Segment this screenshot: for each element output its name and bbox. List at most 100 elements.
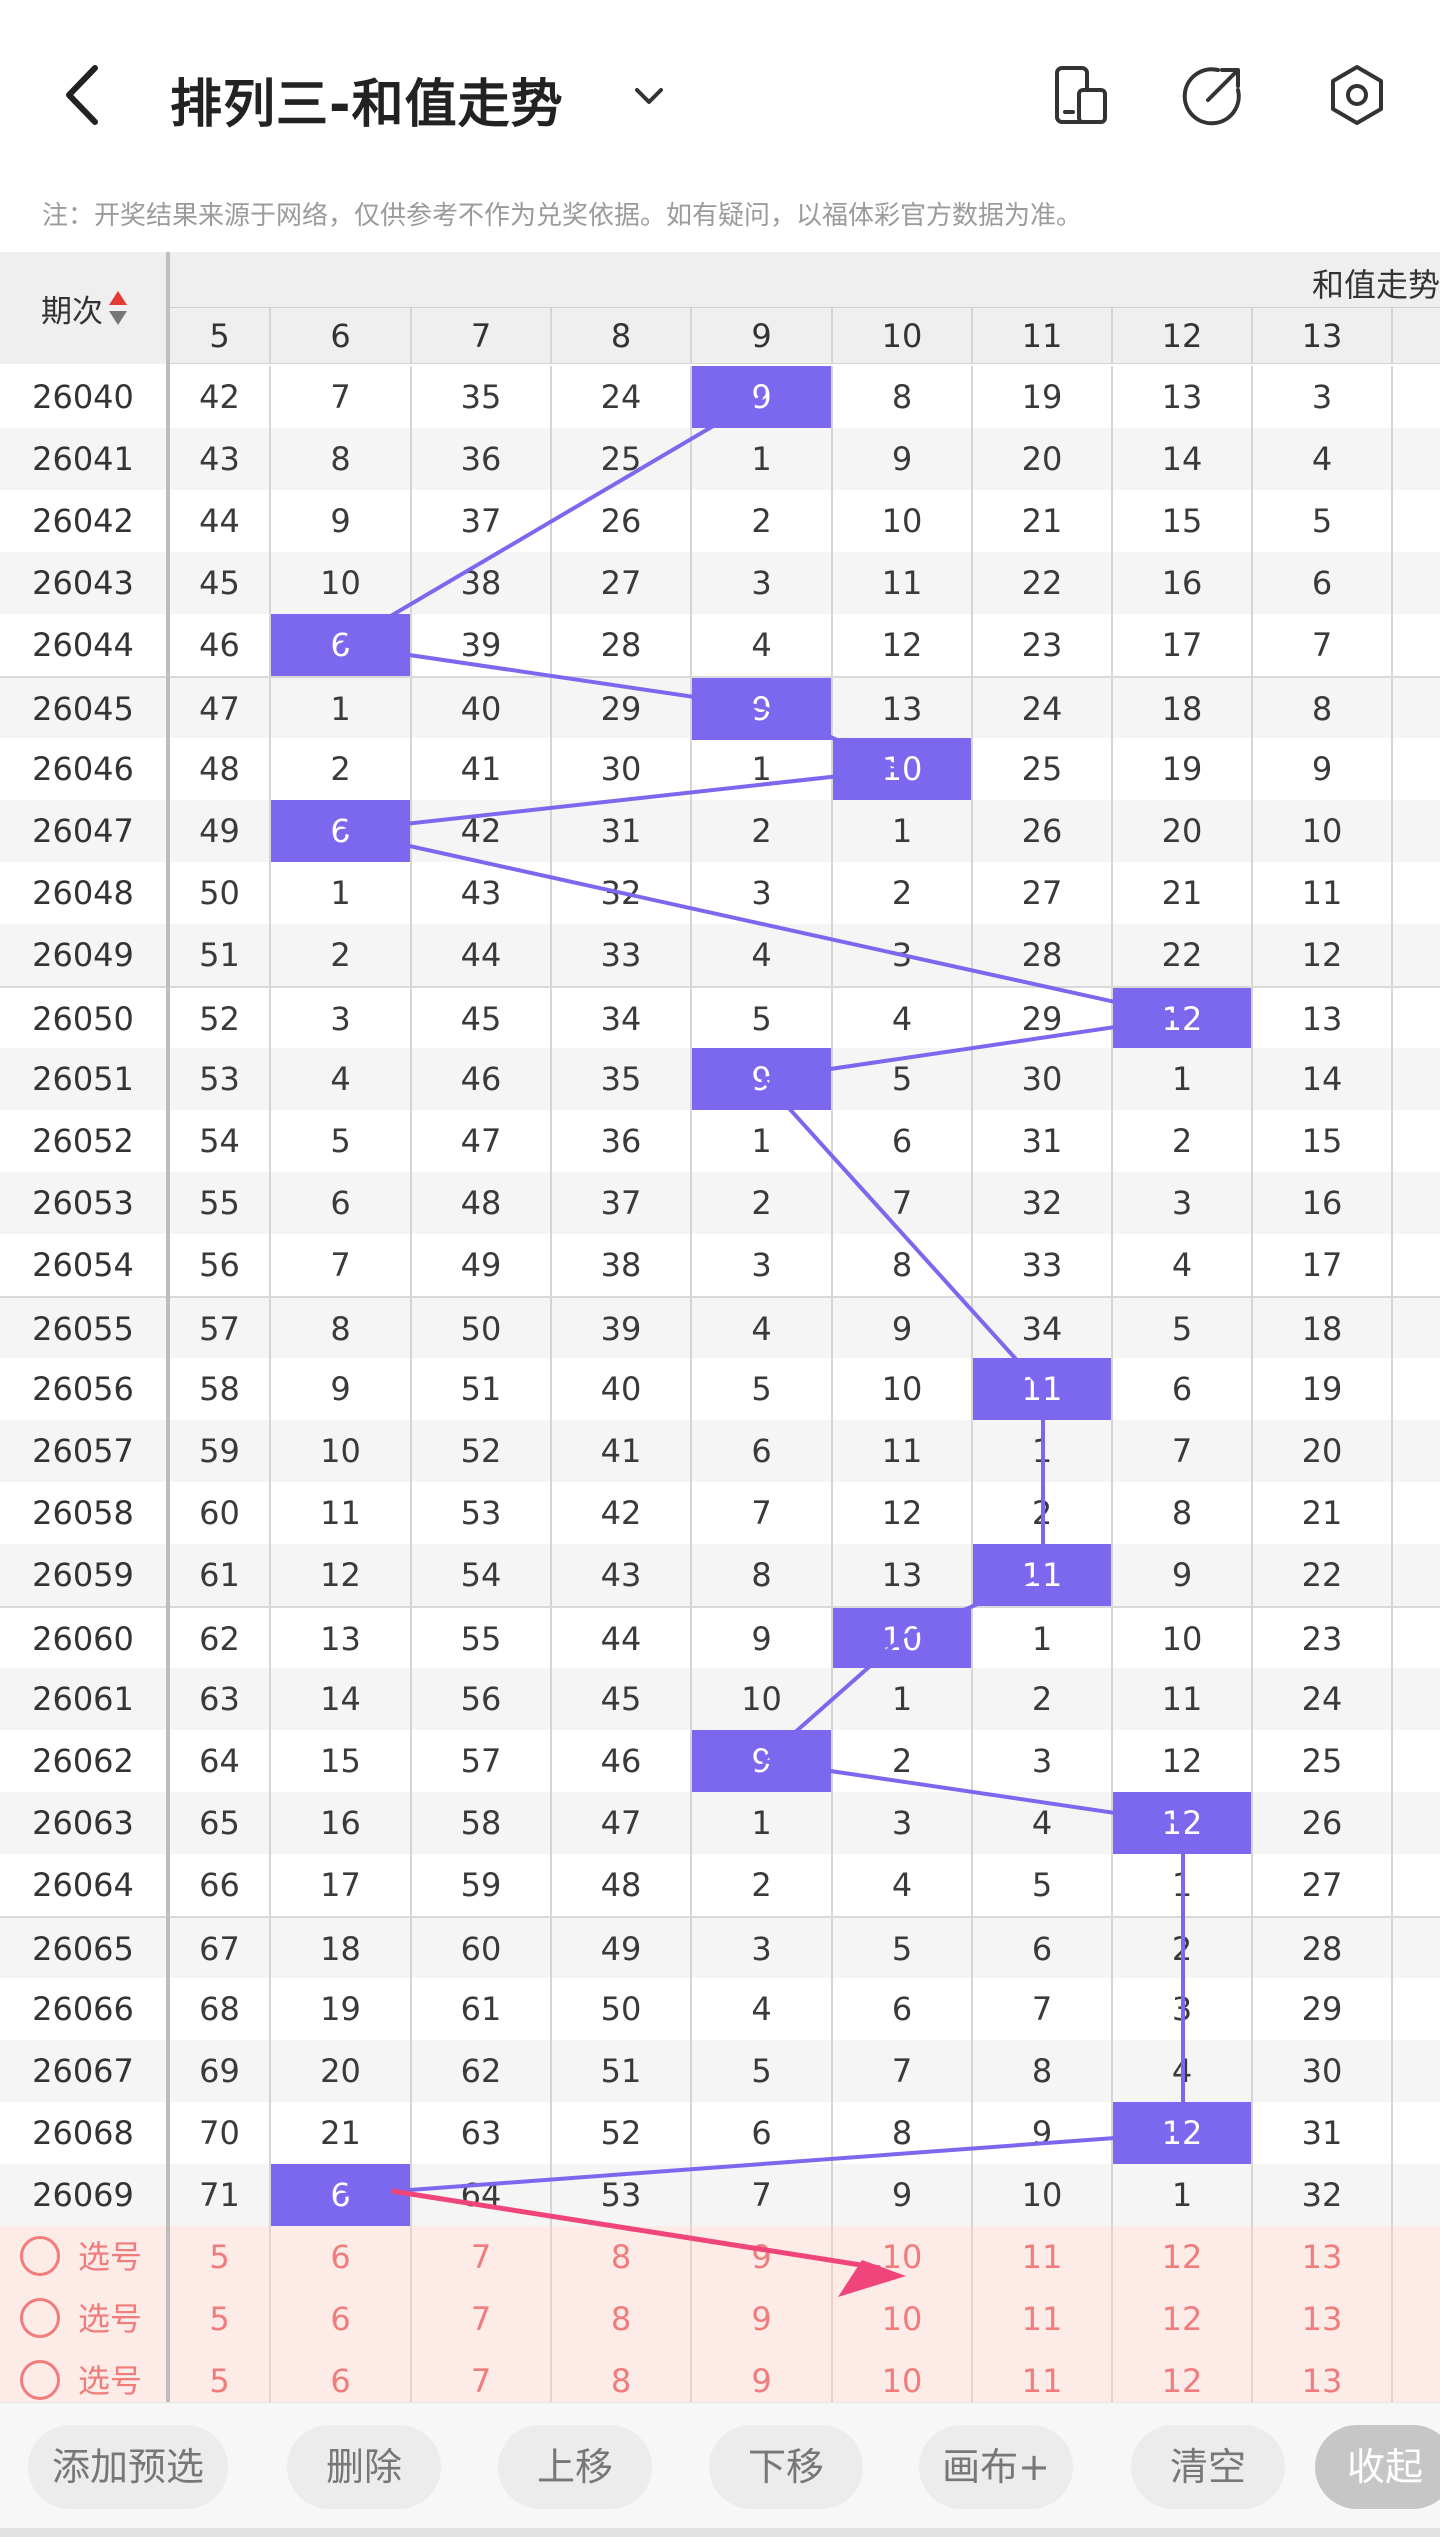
issue-number: 26045 bbox=[32, 690, 134, 728]
selection-cell[interactable]: 5 bbox=[170, 2226, 271, 2288]
dropdown-chevron-icon[interactable] bbox=[625, 72, 673, 120]
table-row[interactable]: 26059 61 12 54 43 8 13 11 9 22 bbox=[0, 1544, 1440, 1606]
table-row[interactable]: 26040 42 7 35 24 9 8 19 13 3 bbox=[0, 366, 1440, 428]
selection-cell[interactable]: 7 bbox=[412, 2350, 552, 2402]
table-cell: 37 bbox=[552, 1172, 692, 1234]
table-row[interactable]: 26068 70 21 63 52 6 8 9 12 31 bbox=[0, 2102, 1440, 2164]
table-row[interactable]: 26053 55 6 48 37 2 7 32 3 16 bbox=[0, 1172, 1440, 1234]
table-cell: 48 bbox=[170, 738, 271, 800]
table-cell: 20 bbox=[1253, 1420, 1393, 1482]
table-cell: 10 bbox=[271, 1420, 412, 1482]
toolbar-button[interactable]: 画布+ bbox=[919, 2425, 1073, 2509]
page-title[interactable]: 排列三-和值走势 bbox=[170, 75, 564, 135]
selection-cell[interactable]: 9 bbox=[692, 2350, 833, 2402]
table-row[interactable]: 26050 52 3 45 34 5 4 29 12 13 bbox=[0, 986, 1440, 1050]
trend-table[interactable]: 和值走势 期次 5 6 7 8 9 10 11 12 13 26040 42 7 35 24 9 8 19 13… bbox=[0, 252, 1440, 2402]
selection-cell[interactable]: 10 bbox=[833, 2288, 973, 2350]
selection-cell[interactable]: 7 bbox=[412, 2226, 552, 2288]
radio-icon[interactable] bbox=[20, 2298, 60, 2338]
table-row[interactable]: 26069 71 6 64 53 7 9 10 1 32 bbox=[0, 2164, 1440, 2226]
table-cell: 43 bbox=[412, 862, 552, 924]
selection-cell[interactable]: 12 bbox=[1113, 2350, 1253, 2402]
table-row[interactable]: 26046 48 2 41 30 1 10 25 19 9 bbox=[0, 738, 1440, 800]
toolbar-button[interactable]: 下移 bbox=[709, 2425, 863, 2509]
selection-cell[interactable]: 7 bbox=[412, 2288, 552, 2350]
table-row[interactable]: 26065 67 18 60 49 3 5 6 2 28 bbox=[0, 1916, 1440, 1980]
selection-cell[interactable]: 13 bbox=[1253, 2350, 1393, 2402]
table-row[interactable]: 26062 64 15 57 46 9 2 3 12 25 bbox=[0, 1730, 1440, 1792]
selection-cell[interactable]: 12 bbox=[1113, 2226, 1253, 2288]
selection-cell[interactable]: 8 bbox=[552, 2350, 692, 2402]
toolbar-button[interactable]: 删除 bbox=[287, 2425, 441, 2509]
selection-cell[interactable]: 8 bbox=[552, 2288, 692, 2350]
selection-cell[interactable]: 6 bbox=[271, 2288, 412, 2350]
table-cell-next bbox=[1393, 1110, 1440, 1172]
radio-icon[interactable] bbox=[20, 2236, 60, 2276]
table-row[interactable]: 26064 66 17 59 48 2 4 5 1 27 bbox=[0, 1854, 1440, 1916]
table-row[interactable]: 26049 51 2 44 33 4 3 28 22 12 bbox=[0, 924, 1440, 986]
table-cell: 8 bbox=[833, 2102, 973, 2164]
share-icon[interactable] bbox=[1178, 60, 1248, 130]
table-cell: 57 bbox=[170, 1298, 271, 1360]
table-row[interactable]: 26042 44 9 37 26 2 10 21 15 5 bbox=[0, 490, 1440, 552]
table-cell: 64 bbox=[170, 1730, 271, 1792]
table-row[interactable]: 26055 57 8 50 39 4 9 34 5 18 bbox=[0, 1296, 1440, 1360]
selection-cell[interactable]: 13 bbox=[1253, 2226, 1393, 2288]
selection-row[interactable]: 选号 5 6 7 8 9 10 11 12 13 bbox=[0, 2226, 1440, 2288]
selection-cell[interactable]: 12 bbox=[1113, 2288, 1253, 2350]
selection-cell[interactable]: 9 bbox=[692, 2288, 833, 2350]
table-row[interactable]: 26066 68 19 61 50 4 6 7 3 29 bbox=[0, 1978, 1440, 2040]
radio-icon[interactable] bbox=[20, 2360, 60, 2400]
table-row[interactable]: 26060 62 13 55 44 9 10 1 10 23 bbox=[0, 1606, 1440, 1670]
selection-label: 选号 bbox=[78, 2362, 143, 2400]
settings-icon[interactable] bbox=[1322, 60, 1392, 130]
selection-cell[interactable]: 5 bbox=[170, 2350, 271, 2402]
toolbar-button[interactable]: 清空 bbox=[1131, 2425, 1285, 2509]
selection-cell[interactable]: 11 bbox=[973, 2350, 1113, 2402]
selection-cell[interactable]: 13 bbox=[1253, 2288, 1393, 2350]
toolbar-button[interactable]: 收起 bbox=[1315, 2425, 1440, 2509]
toolbar-button[interactable]: 上移 bbox=[498, 2425, 652, 2509]
selection-cell[interactable]: 11 bbox=[973, 2288, 1113, 2350]
selection-cell[interactable]: 8 bbox=[552, 2226, 692, 2288]
disclaimer-note: 注：开奖结果来源于网络，仅供参考不作为兑奖依据。如有疑问，以福体彩官方数据为准。 bbox=[42, 201, 1083, 231]
selection-cell[interactable]: 6 bbox=[271, 2350, 412, 2402]
issue-number: 26063 bbox=[32, 1804, 134, 1842]
selection-cell[interactable]: 5 bbox=[170, 2288, 271, 2350]
sort-icon[interactable] bbox=[109, 291, 127, 325]
selection-row[interactable]: 选号 5 6 7 8 9 10 11 12 13 bbox=[0, 2288, 1440, 2350]
table-row[interactable]: 26061 63 14 56 45 10 1 2 11 24 bbox=[0, 1668, 1440, 1730]
selection-cell[interactable]: 10 bbox=[833, 2350, 973, 2402]
selection-cell[interactable]: 6 bbox=[271, 2226, 412, 2288]
selection-cell[interactable]: 11 bbox=[973, 2226, 1113, 2288]
table-row[interactable]: 26043 45 10 38 27 3 11 22 16 6 bbox=[0, 552, 1440, 614]
table-row[interactable]: 26067 69 20 62 51 5 7 8 4 30 bbox=[0, 2040, 1440, 2102]
selection-cell[interactable]: 10 bbox=[833, 2226, 973, 2288]
table-row[interactable]: 26057 59 10 52 41 6 11 1 7 20 bbox=[0, 1420, 1440, 1482]
table-row[interactable]: 26058 60 11 53 42 7 12 2 8 21 bbox=[0, 1482, 1440, 1544]
table-cell: 4 bbox=[1113, 1234, 1253, 1296]
table-row[interactable]: 26045 47 1 40 29 9 13 24 18 8 bbox=[0, 676, 1440, 740]
table-row[interactable]: 26052 54 5 47 36 1 6 31 2 15 bbox=[0, 1110, 1440, 1172]
table-row[interactable]: 26044 46 6 39 28 4 12 23 17 7 bbox=[0, 614, 1440, 676]
table-row[interactable]: 26054 56 7 49 38 3 8 33 4 17 bbox=[0, 1234, 1440, 1296]
table-row[interactable]: 26047 49 6 42 31 2 1 26 20 10 bbox=[0, 800, 1440, 862]
selection-row[interactable]: 选号 5 6 7 8 9 10 11 12 13 bbox=[0, 2350, 1440, 2402]
table-row[interactable]: 26063 65 16 58 47 1 3 4 12 26 bbox=[0, 1792, 1440, 1854]
table-cell: 19 bbox=[1253, 1358, 1393, 1420]
toolbar-button[interactable]: 添加预选 bbox=[28, 2425, 228, 2509]
issue-number: 26044 bbox=[32, 626, 134, 664]
selection-cell[interactable]: 9 bbox=[692, 2226, 833, 2288]
table-row[interactable]: 26056 58 9 51 40 5 10 11 6 19 bbox=[0, 1358, 1440, 1420]
table-row[interactable]: 26051 53 4 46 35 9 5 30 1 14 bbox=[0, 1048, 1440, 1110]
device-icon[interactable] bbox=[1045, 60, 1115, 130]
back-arrow-icon[interactable] bbox=[55, 60, 115, 130]
table-row[interactable]: 26048 50 1 43 32 3 2 27 21 11 bbox=[0, 862, 1440, 924]
table-cell: 10 bbox=[1253, 800, 1393, 862]
table-cell: 2 bbox=[973, 1668, 1113, 1730]
column-header: 6 bbox=[271, 308, 412, 364]
table-cell-next bbox=[1393, 428, 1440, 490]
table-row[interactable]: 26041 43 8 36 25 1 9 20 14 4 bbox=[0, 428, 1440, 490]
table-cell: 7 bbox=[271, 366, 412, 428]
issue-header[interactable]: 期次 bbox=[0, 252, 168, 364]
